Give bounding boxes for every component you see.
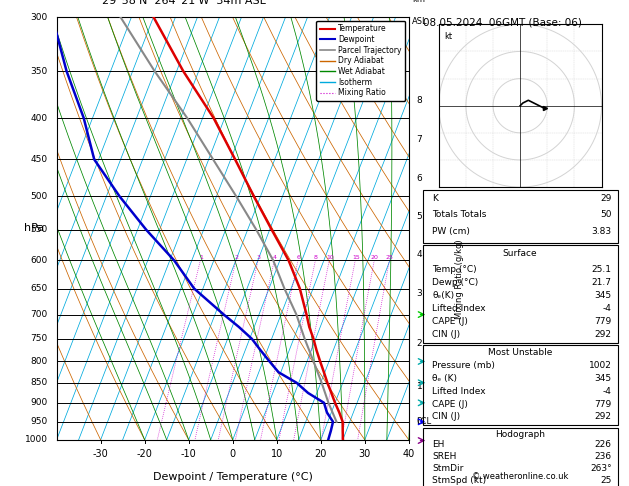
Text: 8: 8: [314, 255, 318, 260]
Text: 226: 226: [595, 440, 612, 449]
Text: CIN (J): CIN (J): [433, 413, 460, 421]
Text: hPa: hPa: [24, 224, 44, 233]
Text: 800: 800: [31, 357, 48, 366]
Text: Pressure (mb): Pressure (mb): [433, 361, 495, 370]
Text: -10: -10: [181, 449, 197, 459]
Text: 300: 300: [31, 13, 48, 21]
Text: 750: 750: [31, 334, 48, 343]
Text: EH: EH: [433, 440, 445, 449]
Text: 850: 850: [31, 378, 48, 387]
Text: 15: 15: [352, 255, 360, 260]
Text: 1: 1: [199, 255, 203, 260]
Text: 779: 779: [594, 317, 612, 326]
Text: 20: 20: [314, 449, 327, 459]
Text: 3: 3: [416, 289, 422, 298]
Text: 450: 450: [31, 155, 48, 164]
Text: Totals Totals: Totals Totals: [433, 210, 487, 219]
Text: 10: 10: [270, 449, 283, 459]
Text: 30: 30: [359, 449, 371, 459]
Text: 550: 550: [31, 226, 48, 234]
Text: 236: 236: [594, 452, 612, 461]
Text: CAPE (J): CAPE (J): [433, 317, 469, 326]
Text: 950: 950: [31, 417, 48, 426]
Text: -4: -4: [603, 387, 612, 396]
Text: 900: 900: [31, 399, 48, 407]
Text: 779: 779: [594, 399, 612, 409]
Text: SREH: SREH: [433, 452, 457, 461]
Text: 3: 3: [257, 255, 261, 260]
Text: 2: 2: [235, 255, 238, 260]
Text: 1000: 1000: [25, 435, 48, 444]
Text: CAPE (J): CAPE (J): [433, 399, 469, 409]
Text: 08.05.2024  06GMT (Base: 06): 08.05.2024 06GMT (Base: 06): [423, 17, 582, 27]
Text: Mixing Ratio (g/kg): Mixing Ratio (g/kg): [455, 239, 464, 319]
Text: 29: 29: [601, 194, 612, 203]
Text: 40: 40: [403, 449, 415, 459]
Text: 292: 292: [595, 413, 612, 421]
Text: 7: 7: [416, 135, 422, 144]
Text: ASL: ASL: [413, 17, 428, 26]
Text: 263°: 263°: [590, 464, 612, 473]
Text: 3.83: 3.83: [592, 226, 612, 236]
Text: StmSpd (kt): StmSpd (kt): [433, 476, 487, 486]
Text: 6: 6: [416, 174, 422, 183]
Text: 0: 0: [416, 417, 422, 426]
Text: Temp (°C): Temp (°C): [433, 265, 477, 274]
Text: Dewp (°C): Dewp (°C): [433, 278, 479, 287]
Text: CIN (J): CIN (J): [433, 330, 460, 339]
Text: 345: 345: [594, 291, 612, 300]
Text: Lifted Index: Lifted Index: [433, 387, 486, 396]
Text: © weatheronline.co.uk: © weatheronline.co.uk: [472, 472, 569, 481]
Text: 650: 650: [31, 284, 48, 293]
Text: 1002: 1002: [589, 361, 612, 370]
Legend: Temperature, Dewpoint, Parcel Trajectory, Dry Adiabat, Wet Adiabat, Isotherm, Mi: Temperature, Dewpoint, Parcel Trajectory…: [316, 21, 405, 101]
Text: Lifted Index: Lifted Index: [433, 304, 486, 313]
Text: 25: 25: [601, 476, 612, 486]
Text: -20: -20: [136, 449, 153, 459]
Text: 29°58'N  264°21'W  34m ASL: 29°58'N 264°21'W 34m ASL: [103, 0, 266, 6]
Text: K: K: [433, 194, 438, 203]
Text: 20: 20: [371, 255, 379, 260]
Text: 292: 292: [595, 330, 612, 339]
Text: 25: 25: [386, 255, 394, 260]
Text: 25.1: 25.1: [592, 265, 612, 274]
Text: PW (cm): PW (cm): [433, 226, 470, 236]
Text: 4: 4: [273, 255, 277, 260]
Text: 350: 350: [31, 67, 48, 76]
Text: 2: 2: [416, 339, 422, 348]
Text: 500: 500: [31, 192, 48, 201]
Text: -30: -30: [92, 449, 109, 459]
Text: 600: 600: [31, 256, 48, 265]
Text: 21.7: 21.7: [592, 278, 612, 287]
Text: kt: kt: [444, 33, 452, 41]
Text: θₑ(K): θₑ(K): [433, 291, 455, 300]
Text: 345: 345: [594, 374, 612, 383]
Text: 8: 8: [416, 96, 422, 104]
Text: Hodograph: Hodograph: [495, 430, 545, 439]
Text: Surface: Surface: [503, 249, 538, 259]
Text: StmDir: StmDir: [433, 464, 464, 473]
Text: θₑ (K): θₑ (K): [433, 374, 457, 383]
Text: 400: 400: [31, 114, 48, 122]
Text: 6: 6: [297, 255, 301, 260]
Text: 700: 700: [31, 310, 48, 319]
Text: 50: 50: [600, 210, 612, 219]
Text: Dewpoint / Temperature (°C): Dewpoint / Temperature (°C): [153, 471, 313, 482]
Text: 5: 5: [416, 212, 422, 221]
Text: 4: 4: [416, 250, 422, 259]
Text: -4: -4: [603, 304, 612, 313]
Text: 10: 10: [326, 255, 334, 260]
Text: km: km: [413, 0, 425, 4]
Text: 0: 0: [230, 449, 236, 459]
Text: Most Unstable: Most Unstable: [488, 348, 552, 357]
Text: LCL: LCL: [416, 417, 431, 426]
Text: 1: 1: [416, 382, 422, 391]
